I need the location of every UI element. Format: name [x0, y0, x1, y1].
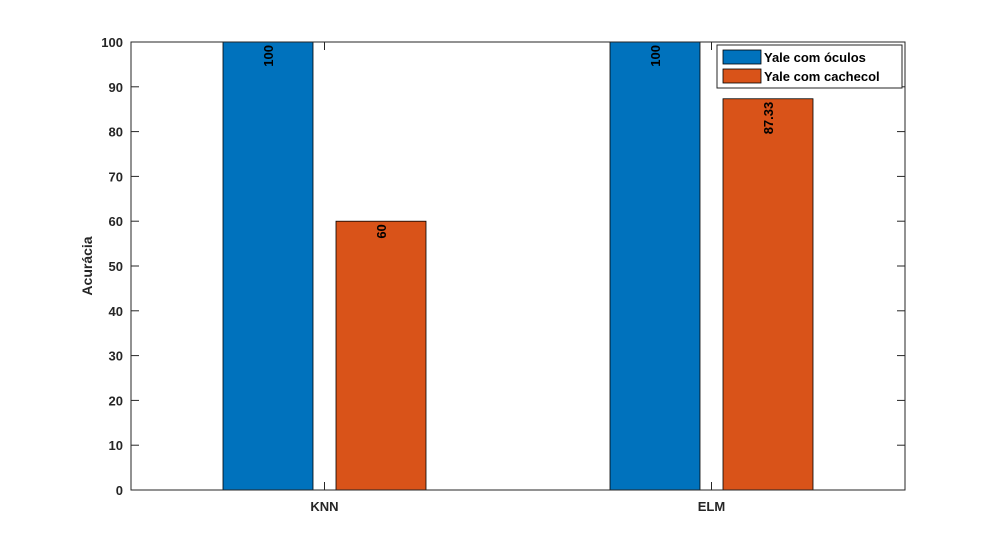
y-tick-label: 60	[109, 214, 123, 229]
legend-swatch	[722, 68, 762, 84]
x-tick-label: ELM	[698, 499, 725, 514]
y-tick-label: 0	[116, 483, 123, 498]
y-tick-label: 10	[109, 438, 123, 453]
legend: Yale com óculos Yale com cachecol	[716, 44, 903, 89]
x-tick-label: KNN	[310, 499, 338, 514]
bar	[335, 220, 427, 491]
y-axis-title: Acurácia	[79, 236, 95, 295]
legend-entry-label: Yale com óculos	[764, 50, 866, 65]
y-tick-label: 50	[109, 259, 123, 274]
bar	[609, 41, 701, 491]
bar	[722, 98, 814, 491]
y-tick-label: 90	[109, 80, 123, 95]
y-tick-label: 100	[101, 35, 123, 50]
y-tick-label: 30	[109, 349, 123, 364]
legend-swatch	[722, 49, 762, 65]
y-tick-label: 20	[109, 393, 123, 408]
y-tick-label: 70	[109, 169, 123, 184]
y-tick-label: 80	[109, 125, 123, 140]
bars-layer: 100 100 60 87.33	[222, 41, 814, 491]
y-tick-label: 40	[109, 304, 123, 319]
bar-value-label: 100	[261, 45, 276, 67]
bar-value-label: 87.33	[761, 102, 776, 135]
bar-value-label: 60	[374, 224, 389, 238]
axes-layer: 0 10 20 30 40 50 60 70 80 90 100 KNN ELM	[101, 35, 905, 514]
legend-entry-label: Yale com cachecol	[764, 69, 880, 84]
bar	[222, 41, 314, 491]
bar-value-label: 100	[648, 45, 663, 67]
